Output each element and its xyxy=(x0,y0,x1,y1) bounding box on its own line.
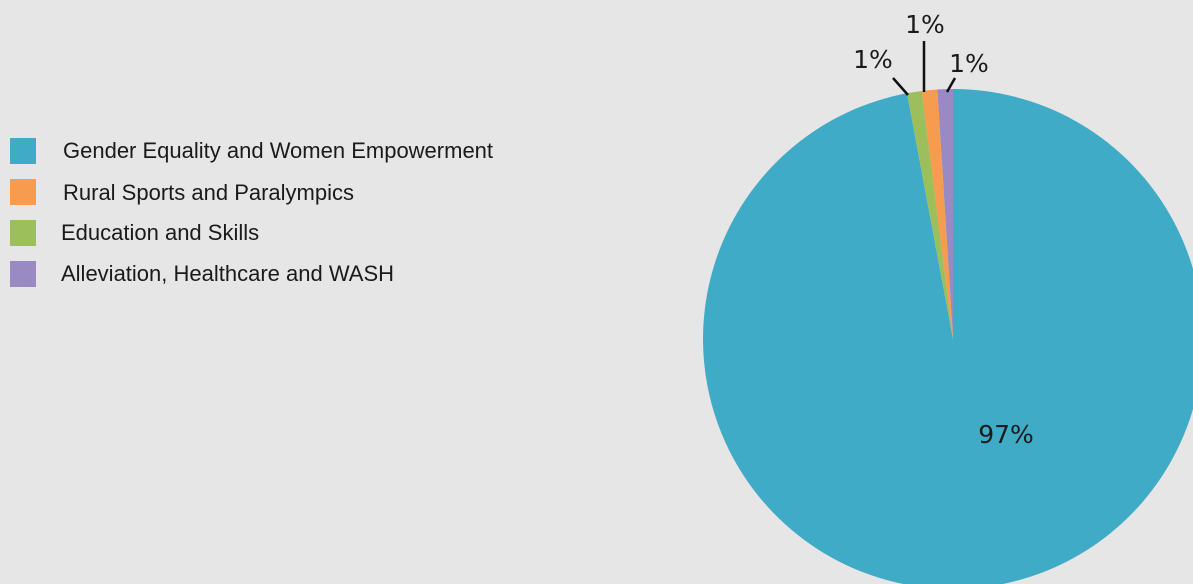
legend-swatch xyxy=(10,179,36,205)
pie-slice xyxy=(921,89,953,340)
data-label: 1% xyxy=(905,10,945,39)
pie-slice xyxy=(703,89,1193,584)
data-label: 1% xyxy=(949,49,989,78)
legend-label: Rural Sports and Paralympics xyxy=(63,180,355,205)
legend-swatch xyxy=(10,261,36,287)
legend-label: Education and Skills xyxy=(61,220,260,245)
legend-swatch xyxy=(10,138,36,164)
data-label: 1% xyxy=(853,45,893,74)
legend-swatch xyxy=(10,220,36,246)
data-label: 97% xyxy=(978,420,1034,449)
legend-label: Gender Equality and Women Empowerment xyxy=(63,138,494,163)
legend-label: Alleviation, Healthcare and WASH xyxy=(61,261,395,286)
leader-line xyxy=(892,77,909,96)
leader-line xyxy=(945,77,957,93)
pie-slice xyxy=(937,88,953,339)
pie-slice xyxy=(907,90,953,339)
